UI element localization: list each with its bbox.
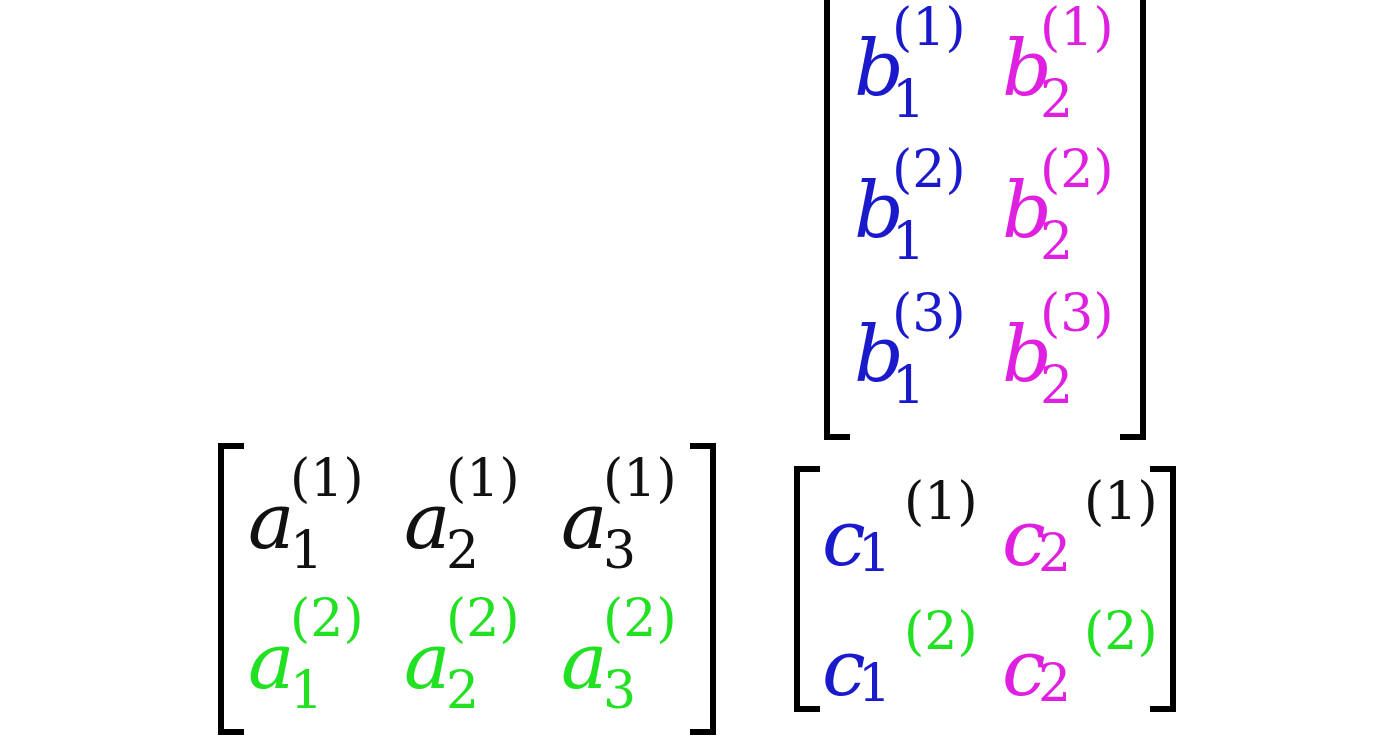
entry-superscript: (2) xyxy=(446,589,520,649)
left-bracket xyxy=(218,443,244,735)
matrix-c: c 1 (1) c 2 (1) c 1 (2) c 2 (2) xyxy=(794,466,1176,712)
entry-subscript: 1 xyxy=(290,661,324,721)
entry-subscript: 2 xyxy=(1038,524,1072,584)
matrix-a: a 1 (1) a 2 (1) a 3 (1) a 1 (2) a 2 (2) a 3 (2) xyxy=(218,443,716,737)
entry-base: b xyxy=(854,310,904,400)
right-bracket xyxy=(690,443,716,735)
entry-superscript: (2) xyxy=(1084,602,1158,662)
entry-superscript: (1) xyxy=(1084,472,1158,532)
entry-superscript: (2) xyxy=(904,602,978,662)
entry-superscript: (1) xyxy=(446,449,520,509)
entry-superscript: (2) xyxy=(892,140,966,200)
entry-base: a xyxy=(404,477,451,567)
entry-superscript: (2) xyxy=(290,589,364,649)
entry-superscript: (1) xyxy=(892,0,966,58)
entry-subscript: 2 xyxy=(446,661,480,721)
right-bracket xyxy=(1150,466,1176,712)
entry-superscript: (3) xyxy=(1040,284,1114,344)
entry-subscript: 3 xyxy=(603,661,637,721)
entry-subscript: 2 xyxy=(1040,356,1074,416)
entry-base: c xyxy=(1002,624,1046,714)
entry-subscript: 2 xyxy=(1040,70,1074,130)
entry-base: c xyxy=(822,624,866,714)
entry-subscript: 2 xyxy=(446,521,480,581)
entry-subscript: 1 xyxy=(290,521,324,581)
entry-superscript: (1) xyxy=(290,449,364,509)
entry-base: a xyxy=(561,617,608,707)
entry-base: c xyxy=(822,494,866,584)
entry-superscript: (1) xyxy=(1040,0,1114,58)
entry-subscript: 2 xyxy=(1038,654,1072,714)
entry-subscript: 2 xyxy=(1040,212,1074,272)
entry-base: c xyxy=(1002,494,1046,584)
entry-superscript: (1) xyxy=(904,472,978,532)
right-bracket xyxy=(1120,0,1146,440)
entry-subscript: 1 xyxy=(892,212,926,272)
left-bracket xyxy=(794,466,820,712)
left-bracket xyxy=(824,0,850,440)
entry-base: b xyxy=(854,24,904,114)
entry-subscript: 1 xyxy=(892,356,926,416)
entry-superscript: (1) xyxy=(603,449,677,509)
entry-base: b xyxy=(1002,166,1052,256)
entry-superscript: (3) xyxy=(892,284,966,344)
matrix-b: b 1 (1) b 2 (1) b 1 (2) b 2 (2) b 1 (3) b 2 (3) xyxy=(824,0,1146,442)
entry-subscript: 1 xyxy=(858,524,892,584)
entry-subscript: 1 xyxy=(892,70,926,130)
entry-base: b xyxy=(854,166,904,256)
entry-base: a xyxy=(561,477,608,567)
entry-base: b xyxy=(1002,24,1052,114)
entry-base: a xyxy=(404,617,451,707)
entry-base: b xyxy=(1002,310,1052,400)
entry-base: a xyxy=(248,617,295,707)
entry-base: a xyxy=(248,477,295,567)
entry-subscript: 3 xyxy=(603,521,637,581)
entry-superscript: (2) xyxy=(603,589,677,649)
entry-subscript: 1 xyxy=(858,654,892,714)
entry-superscript: (2) xyxy=(1040,140,1114,200)
